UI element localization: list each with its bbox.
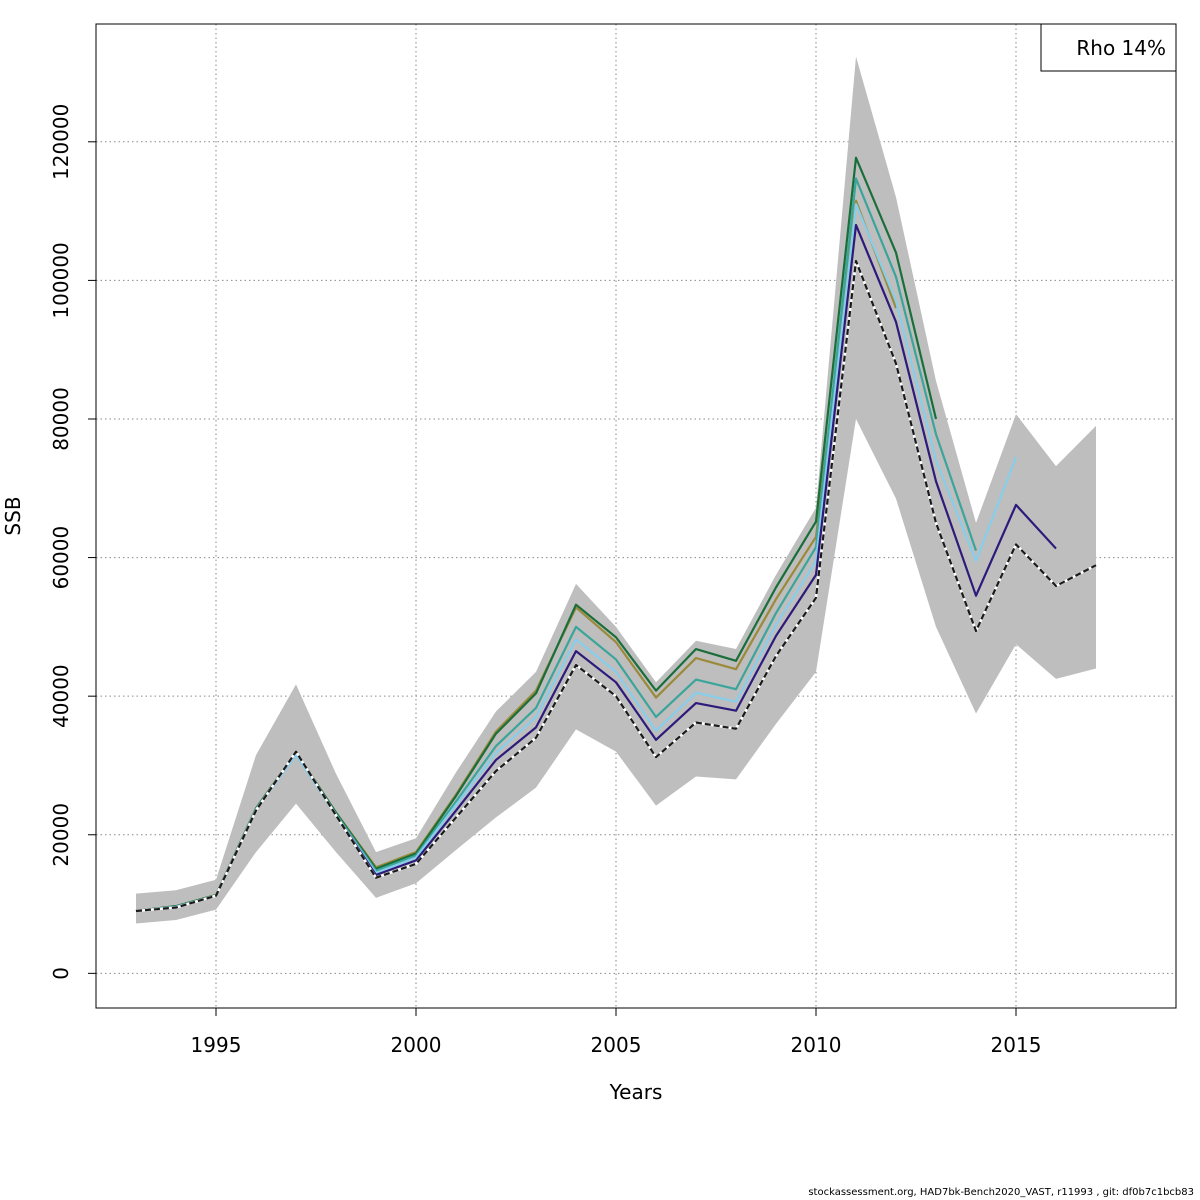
x-tick-label: 2005 [591,1033,642,1057]
x-axis: 1995 2000 2005 2010 2015 [191,1008,1042,1057]
y-axis: 0 20000 40000 60000 80000 100000 120000 [49,104,96,980]
confidence-band [136,56,1096,924]
legend: Rho 14% [1040,23,1177,72]
x-tick-label: 2010 [791,1033,842,1057]
x-tick-label: 2000 [391,1033,442,1057]
y-tick-label: 0 [49,967,73,980]
y-tick-label: 60000 [49,526,73,590]
legend-box [1040,23,1177,72]
y-tick-label: 20000 [49,803,73,867]
series-lines [135,156,1097,913]
y-tick-label: 100000 [49,242,73,318]
x-axis-title: Years [609,1080,663,1104]
y-tick-label: 40000 [49,664,73,728]
footer-text: stockassessment.org, HAD7bk-Bench2020_VA… [808,1187,1194,1198]
legend-text: Rho 14% [1076,36,1166,60]
y-tick-label: 120000 [49,104,73,180]
confidence-band-area [136,56,1096,924]
x-tick-label: 2015 [991,1033,1042,1057]
y-axis-title: SSB [1,496,25,535]
plot-frame [95,23,1177,1009]
series-line [135,259,1097,913]
y-tick-label: 80000 [49,387,73,451]
x-tick-label: 1995 [191,1033,242,1057]
